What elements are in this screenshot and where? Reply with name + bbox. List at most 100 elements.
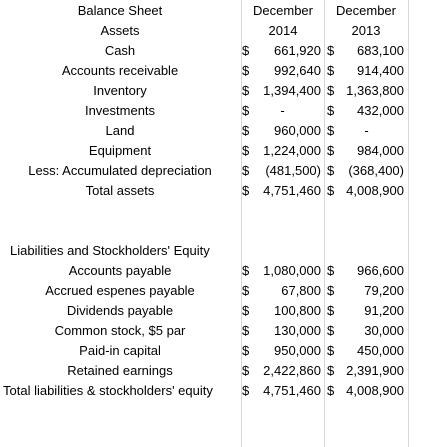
currency-symbol: $: [242, 323, 250, 338]
value-2014: $130,000: [242, 321, 324, 341]
column-header-2013-month: December: [336, 3, 396, 18]
value-2014: $950,000: [242, 341, 324, 361]
row-label: Investments: [84, 103, 156, 118]
value-2014: $ -: [242, 101, 324, 121]
currency-symbol: $: [327, 83, 335, 98]
currency-symbol: $: [242, 63, 250, 78]
currency-symbol: $: [327, 343, 335, 358]
row-label: Dividends payable: [66, 303, 174, 318]
row-label: Less: Accumulated depreciation: [28, 163, 212, 178]
amount: 683,100: [357, 43, 404, 58]
amount: 79,200: [364, 283, 404, 298]
value-2013: $450,000: [325, 341, 407, 361]
row-label: Total assets: [85, 183, 155, 198]
row-label: Land: [105, 123, 135, 138]
value-2013: $984,000: [325, 141, 407, 161]
amount: 960,000: [274, 123, 321, 138]
currency-symbol: $: [242, 83, 250, 98]
amount: 914,400: [357, 63, 404, 78]
amount: 4,751,460: [263, 183, 321, 198]
currency-symbol: $: [327, 123, 335, 138]
currency-symbol: $: [327, 383, 335, 398]
row-label: Equipment: [88, 143, 152, 158]
row-label: Accounts payable: [68, 263, 172, 278]
row-label: Cash: [104, 43, 136, 58]
amount: 992,640: [274, 63, 321, 78]
amount: (481,500): [265, 163, 321, 178]
row-label: Inventory: [93, 83, 147, 98]
amount: 450,000: [357, 343, 404, 358]
currency-symbol: $: [327, 163, 335, 178]
value-2013: $683,100: [325, 41, 407, 61]
value-2014: $1,394,400: [242, 81, 324, 101]
value-2014: $4,751,460: [242, 381, 324, 401]
column-divider: [408, 0, 409, 447]
value-2013: $966,600: [325, 261, 407, 281]
amount: 2,422,860: [263, 363, 321, 378]
value-2014: $992,640: [242, 61, 324, 81]
currency-symbol: $: [327, 103, 335, 118]
currency-symbol: $: [327, 363, 335, 378]
value-2014: $2,422,860: [242, 361, 324, 381]
row-label: Retained earnings: [67, 363, 173, 378]
amount: 91,200: [364, 303, 404, 318]
column-header-2013-year: 2013: [351, 23, 381, 38]
value-2013: $914,400: [325, 61, 407, 81]
currency-symbol: $: [242, 43, 250, 58]
amount: (368,400): [348, 163, 404, 178]
amount: 30,000: [364, 323, 404, 338]
liabilities-heading: Liabilities and Stockholders' Equity: [10, 243, 210, 258]
amount: 1,224,000: [263, 143, 321, 158]
value-2013: $2,391,900: [325, 361, 407, 381]
currency-symbol: $: [242, 303, 250, 318]
currency-symbol: $: [327, 303, 335, 318]
currency-symbol: $: [327, 183, 335, 198]
value-2014: $4,751,460: [242, 181, 324, 201]
column-header-2014-year: 2014: [268, 23, 298, 38]
assets-heading: Assets: [100, 23, 140, 38]
value-2014: $ (481,500): [242, 161, 324, 181]
amount: 661,920: [274, 43, 321, 58]
row-label: Total liabilities & stockholders' equity: [3, 383, 213, 398]
currency-symbol: $: [327, 63, 335, 78]
currency-symbol: $: [242, 383, 250, 398]
currency-symbol: $: [242, 263, 250, 278]
value-2013: $1,363,800: [325, 81, 407, 101]
currency-symbol: $: [242, 283, 250, 298]
value-2014: $67,800: [242, 281, 324, 301]
currency-symbol: $: [242, 183, 250, 198]
amount: 1,363,800: [346, 83, 404, 98]
amount: 2,391,900: [346, 363, 404, 378]
amount: -: [280, 103, 285, 118]
amount: 4,751,460: [263, 383, 321, 398]
currency-symbol: $: [327, 143, 335, 158]
amount: -: [364, 123, 369, 138]
value-2013: $ -: [325, 121, 407, 141]
currency-symbol: $: [242, 363, 250, 378]
value-2014: $1,080,000: [242, 261, 324, 281]
column-header-2014-month: December: [253, 3, 313, 18]
amount: 1,080,000: [263, 263, 321, 278]
currency-symbol: $: [242, 103, 250, 118]
amount: 984,000: [357, 143, 404, 158]
currency-symbol: $: [327, 43, 335, 58]
currency-symbol: $: [242, 143, 250, 158]
row-label: Accounts receivable: [61, 63, 179, 78]
sheet-title: Balance Sheet: [77, 3, 163, 18]
row-label: Paid-in capital: [79, 343, 161, 358]
amount: 432,000: [357, 103, 404, 118]
value-2013: $4,008,900: [325, 381, 407, 401]
currency-symbol: $: [242, 163, 250, 178]
value-2013: $ (368,400): [325, 161, 407, 181]
currency-symbol: $: [242, 343, 250, 358]
amount: 130,000: [274, 323, 321, 338]
row-label: Common stock, $5 par: [54, 323, 186, 338]
amount: 950,000: [274, 343, 321, 358]
currency-symbol: $: [327, 283, 335, 298]
currency-symbol: $: [327, 323, 335, 338]
row-label: Accrued espenes payable: [45, 283, 195, 298]
value-2014: $1,224,000: [242, 141, 324, 161]
value-2013: $79,200: [325, 281, 407, 301]
currency-symbol: $: [327, 263, 335, 278]
